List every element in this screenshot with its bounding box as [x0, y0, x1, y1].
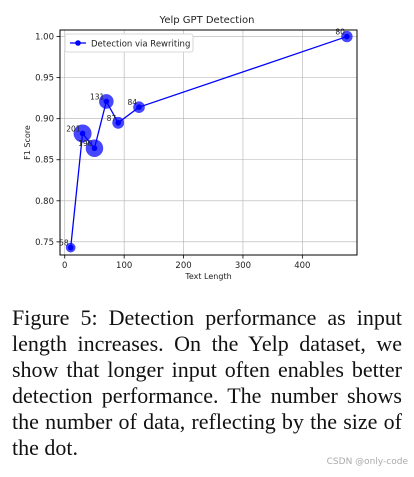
- x-tick-label: 100: [116, 261, 132, 271]
- data-points: [65, 30, 353, 253]
- plot-frame: [59, 29, 358, 256]
- data-label: 84: [127, 98, 137, 107]
- x-tick-label: 300: [235, 261, 251, 271]
- data-point-marker: [67, 244, 74, 251]
- x-axis-label: Text Length: [184, 272, 231, 281]
- data-label: 87: [107, 114, 117, 123]
- chart-title: Yelp GPT Detection: [159, 15, 255, 26]
- data-point-marker: [115, 119, 122, 126]
- y-tick-label: 0.85: [35, 156, 54, 166]
- data-label: 131: [90, 92, 105, 101]
- data-label: 190: [78, 139, 93, 148]
- legend-box: [64, 33, 194, 53]
- y-tick-label: 1.00: [35, 33, 54, 43]
- figure: Yelp GPT Detection 58 201 190 131 87 84 80 0 10…: [23, 15, 358, 281]
- y-tick-label: 0.80: [35, 197, 54, 207]
- data-label: 58: [59, 239, 69, 248]
- series-line-path: [70, 35, 348, 248]
- legend: Detection via Rewriting: [64, 33, 194, 53]
- data-point-marker: [91, 145, 98, 152]
- y-axis-label: F1 Score: [23, 125, 32, 160]
- data-label: 201: [66, 124, 81, 133]
- watermark: CSDN @only-code: [326, 457, 408, 467]
- data-point-marker: [136, 104, 142, 110]
- data-point-marker: [344, 33, 350, 40]
- y-tick-label: 0.95: [35, 74, 54, 84]
- legend-label: Detection via Rewriting: [91, 40, 190, 50]
- x-tick-label: 400: [294, 261, 310, 271]
- data-labels: 58 201 190 131 87 84 80: [59, 28, 345, 248]
- legend-marker-swatch: [75, 40, 81, 46]
- y-tick-label: 0.75: [35, 238, 54, 248]
- x-tick-label: 0: [62, 261, 67, 271]
- x-tick-label: 200: [175, 261, 191, 271]
- series-line: [70, 35, 348, 248]
- axes: 0 100 200 300 400 0.75 0.80 0.85 0.90 0.95 1.00 Tex…: [23, 33, 310, 281]
- data-point-marker: [103, 98, 110, 105]
- data-point-marker: [79, 130, 86, 137]
- grid: [60, 30, 357, 255]
- data-label: 80: [335, 28, 345, 37]
- figure-caption: Figure 5: Detection performance as input…: [12, 305, 402, 460]
- y-tick-label: 0.90: [35, 115, 54, 125]
